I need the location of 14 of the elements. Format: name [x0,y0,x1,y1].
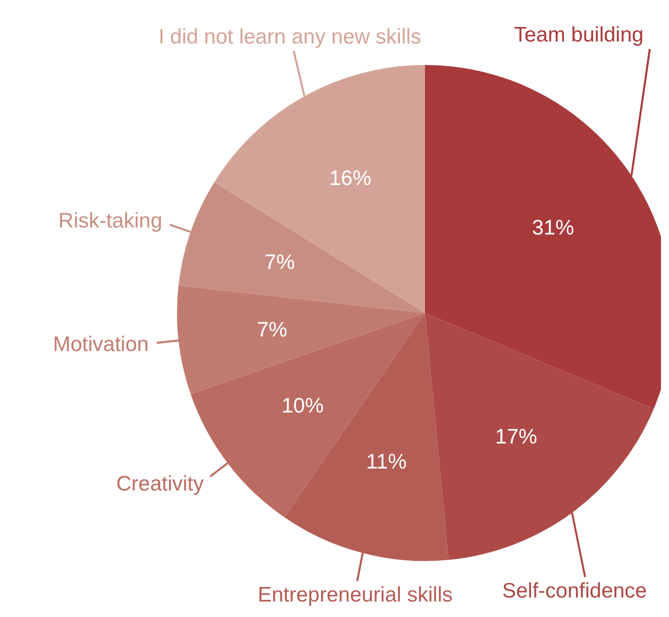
data-label: 16% [329,167,372,190]
slice-label: Team building [514,24,644,46]
data-label: 31% [532,216,574,240]
slice-label: Risk-taking [58,209,162,232]
slice-label: I did not learn any new skills [158,26,422,48]
slice-label: Motivation [52,332,149,356]
slice-label: Self-confidence [502,580,647,602]
data-label: 7% [257,318,288,342]
slice-label: Creativity [116,472,204,496]
data-label: 17% [495,425,538,448]
data-label: 11% [366,450,407,474]
data-label: 7% [264,251,295,274]
data-label: 10% [282,394,324,418]
slice-label: Entrepreneurial skills [258,584,453,606]
